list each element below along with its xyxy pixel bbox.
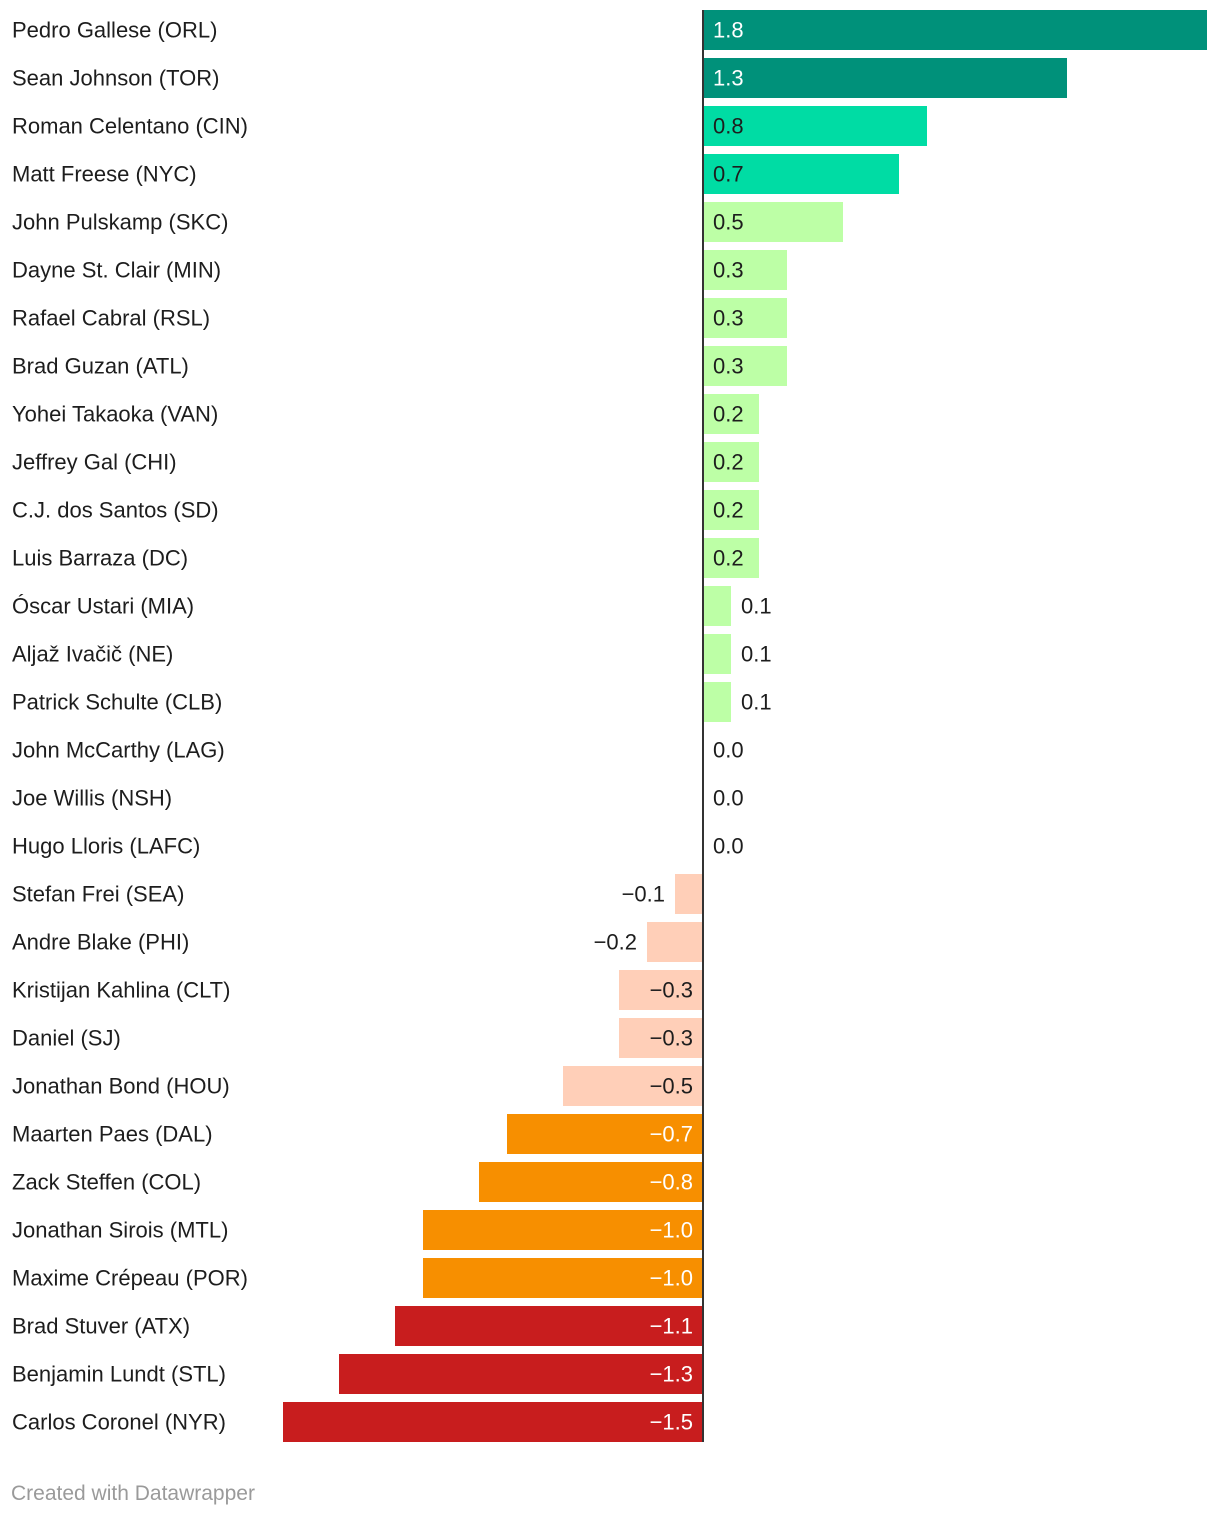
category-label: Patrick Schulte (CLB) bbox=[12, 690, 222, 715]
category-label: Matt Freese (NYC) bbox=[12, 162, 197, 187]
value-label: 1.3 bbox=[713, 66, 744, 91]
value-label: 0.1 bbox=[741, 594, 772, 619]
category-label: Zack Steffen (COL) bbox=[12, 1170, 201, 1195]
value-label: 0.1 bbox=[741, 642, 772, 667]
bar bbox=[339, 1354, 703, 1394]
value-label: 0.2 bbox=[713, 402, 744, 427]
category-label: Carlos Coronel (NYR) bbox=[12, 1410, 226, 1435]
value-label: −0.7 bbox=[650, 1122, 693, 1147]
bar bbox=[647, 922, 703, 962]
category-label: Kristijan Kahlina (CLT) bbox=[12, 978, 230, 1003]
value-label: 1.8 bbox=[713, 18, 744, 43]
bar bbox=[703, 682, 731, 722]
category-label: Daniel (SJ) bbox=[12, 1026, 121, 1051]
value-label: 0.2 bbox=[713, 546, 744, 571]
category-label: Brad Stuver (ATX) bbox=[12, 1314, 190, 1339]
value-label: 0.8 bbox=[713, 114, 744, 139]
value-label: 0.5 bbox=[713, 210, 744, 235]
category-label: Jonathan Sirois (MTL) bbox=[12, 1218, 228, 1243]
bar-chart: Pedro Gallese (ORL) 1.8 Sean Johnson (TOR)… bbox=[12, 10, 1207, 1442]
value-label: 0.3 bbox=[713, 306, 744, 331]
category-label: Sean Johnson (TOR) bbox=[12, 66, 219, 91]
category-label: Jeffrey Gal (CHI) bbox=[12, 450, 177, 475]
category-label: Andre Blake (PHI) bbox=[12, 930, 189, 955]
bar bbox=[507, 1114, 703, 1154]
value-label: −1.0 bbox=[650, 1266, 693, 1291]
category-label: Óscar Ustari (MIA) bbox=[12, 594, 194, 619]
bar bbox=[703, 10, 1207, 50]
category-label: John Pulskamp (SKC) bbox=[12, 210, 228, 235]
bar bbox=[283, 1402, 703, 1442]
category-label: Aljaž Ivačič (NE) bbox=[12, 642, 173, 667]
bar bbox=[703, 250, 787, 290]
datawrapper-credit: Created with Datawrapper bbox=[11, 1482, 255, 1505]
bar bbox=[423, 1210, 703, 1250]
bar bbox=[563, 1066, 703, 1106]
value-label: −1.1 bbox=[650, 1314, 693, 1339]
value-label: −0.2 bbox=[594, 930, 637, 955]
bar bbox=[703, 586, 731, 626]
value-label: −0.5 bbox=[650, 1074, 693, 1099]
category-label: Luis Barraza (DC) bbox=[12, 546, 188, 571]
bar bbox=[703, 490, 759, 530]
bar bbox=[479, 1162, 703, 1202]
value-label: 0.3 bbox=[713, 354, 744, 379]
category-label: Rafael Cabral (RSL) bbox=[12, 306, 210, 331]
category-label: Pedro Gallese (ORL) bbox=[12, 18, 217, 43]
bar bbox=[703, 442, 759, 482]
value-label: 0.1 bbox=[741, 690, 772, 715]
bar bbox=[619, 970, 703, 1010]
chart-svg: Pedro Gallese (ORL) 1.8 Sean Johnson (TOR)… bbox=[12, 10, 1207, 1442]
value-label: 0.2 bbox=[713, 498, 744, 523]
category-label: Roman Celentano (CIN) bbox=[12, 114, 248, 139]
category-label: Yohei Takaoka (VAN) bbox=[12, 402, 218, 427]
bar bbox=[703, 58, 1067, 98]
category-label: Jonathan Bond (HOU) bbox=[12, 1074, 230, 1099]
bar bbox=[675, 874, 703, 914]
bar bbox=[703, 298, 787, 338]
bar bbox=[703, 538, 759, 578]
category-label: John McCarthy (LAG) bbox=[12, 738, 225, 763]
category-label: C.J. dos Santos (SD) bbox=[12, 498, 219, 523]
bar bbox=[703, 106, 927, 146]
category-label: Maarten Paes (DAL) bbox=[12, 1122, 213, 1147]
category-label: Stefan Frei (SEA) bbox=[12, 882, 184, 907]
category-label: Benjamin Lundt (STL) bbox=[12, 1362, 226, 1387]
value-label: 0.3 bbox=[713, 258, 744, 283]
bar bbox=[703, 154, 899, 194]
value-label: −1.5 bbox=[650, 1410, 693, 1435]
value-label: −0.8 bbox=[650, 1170, 693, 1195]
category-label: Maxime Crépeau (POR) bbox=[12, 1266, 248, 1291]
bar bbox=[703, 634, 731, 674]
value-label: 0.7 bbox=[713, 162, 744, 187]
value-label: 0.0 bbox=[713, 738, 744, 763]
value-label: −0.3 bbox=[650, 978, 693, 1003]
bar bbox=[703, 202, 843, 242]
value-label: −1.3 bbox=[650, 1362, 693, 1387]
category-label: Brad Guzan (ATL) bbox=[12, 354, 189, 379]
bar bbox=[703, 394, 759, 434]
category-label: Dayne St. Clair (MIN) bbox=[12, 258, 221, 283]
bar bbox=[423, 1258, 703, 1298]
value-label: −0.1 bbox=[622, 882, 665, 907]
value-label: −1.0 bbox=[650, 1218, 693, 1243]
category-label: Joe Willis (NSH) bbox=[12, 786, 172, 811]
value-label: 0.2 bbox=[713, 450, 744, 475]
bar bbox=[703, 346, 787, 386]
bar bbox=[619, 1018, 703, 1058]
value-label: −0.3 bbox=[650, 1026, 693, 1051]
value-label: 0.0 bbox=[713, 834, 744, 859]
bar bbox=[395, 1306, 703, 1346]
category-label: Hugo Lloris (LAFC) bbox=[12, 834, 200, 859]
value-label: 0.0 bbox=[713, 786, 744, 811]
